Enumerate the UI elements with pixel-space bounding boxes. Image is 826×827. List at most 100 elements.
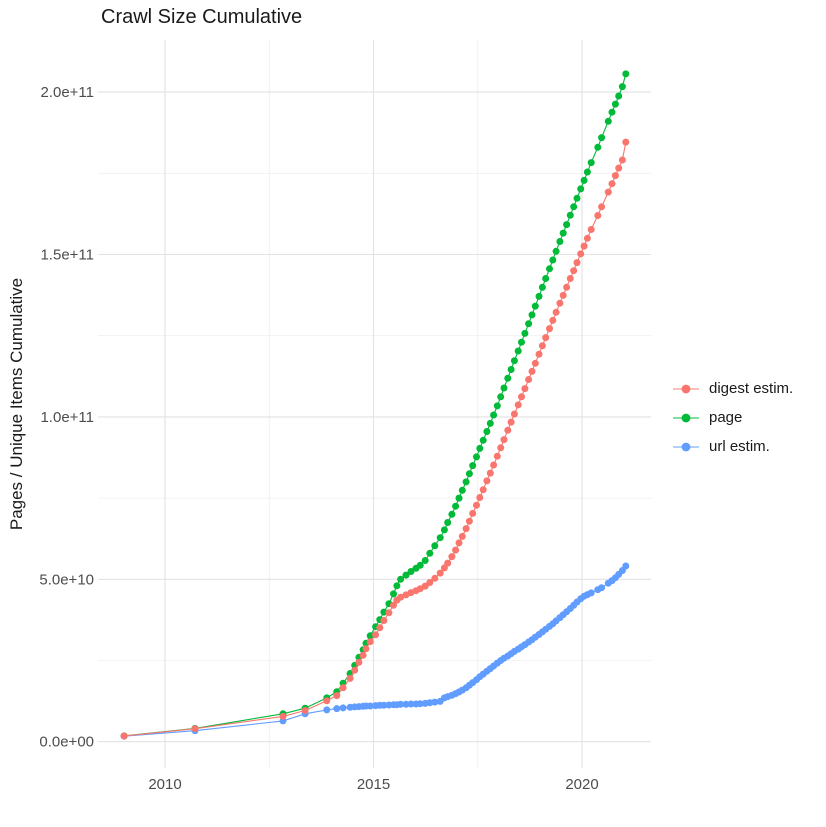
data-point bbox=[366, 702, 374, 710]
data-point bbox=[455, 494, 463, 502]
data-point bbox=[476, 444, 484, 452]
data-point bbox=[566, 211, 574, 219]
data-point bbox=[542, 275, 550, 282]
data-point bbox=[486, 419, 494, 427]
data-point bbox=[490, 411, 498, 419]
data-point bbox=[521, 329, 529, 337]
data-point bbox=[493, 452, 501, 460]
y-tick-label: 2.0e+11 bbox=[40, 84, 94, 101]
data-point bbox=[473, 501, 480, 509]
x-tick-label: 2010 bbox=[148, 776, 181, 793]
data-point bbox=[380, 701, 388, 709]
series-url-estim bbox=[120, 562, 630, 740]
data-point bbox=[462, 478, 470, 486]
data-point bbox=[587, 589, 595, 597]
data-point bbox=[436, 534, 444, 542]
data-point bbox=[566, 275, 574, 282]
data-point bbox=[448, 510, 456, 518]
data-point bbox=[618, 156, 626, 164]
data-point bbox=[518, 338, 525, 346]
data-point bbox=[385, 609, 393, 617]
data-point bbox=[500, 436, 508, 444]
x-tick-label: 2020 bbox=[565, 776, 598, 793]
data-point bbox=[393, 582, 401, 590]
data-point bbox=[546, 325, 553, 333]
data-point bbox=[598, 584, 606, 592]
legend-label: url estim. bbox=[709, 438, 770, 455]
data-point bbox=[372, 631, 380, 639]
data-point bbox=[580, 176, 588, 184]
data-point bbox=[528, 311, 536, 319]
data-point bbox=[444, 559, 452, 567]
data-point bbox=[546, 265, 553, 273]
data-point bbox=[521, 385, 529, 393]
data-point bbox=[351, 666, 359, 674]
data-point bbox=[611, 172, 619, 180]
x-tick-label: 2015 bbox=[357, 776, 390, 793]
legend-item-digest-estim: digest estim. bbox=[671, 379, 793, 398]
y-tick-label: 1.0e+11 bbox=[40, 409, 94, 426]
data-point bbox=[431, 542, 439, 550]
data-point bbox=[570, 203, 578, 211]
data-point bbox=[549, 316, 557, 324]
data-point bbox=[462, 525, 470, 533]
data-point bbox=[535, 292, 543, 300]
data-point bbox=[465, 517, 473, 525]
data-point bbox=[552, 308, 560, 316]
data-point bbox=[426, 579, 434, 586]
data-point bbox=[362, 645, 370, 653]
data-point bbox=[407, 700, 415, 708]
data-point bbox=[615, 92, 623, 100]
y-tick-label: 5.0e+10 bbox=[39, 571, 94, 588]
data-point bbox=[587, 226, 595, 233]
data-point bbox=[469, 509, 477, 517]
data-point bbox=[444, 519, 452, 526]
data-point bbox=[608, 108, 616, 116]
data-point bbox=[397, 593, 405, 601]
gridlines-minor bbox=[98, 40, 651, 768]
data-point bbox=[380, 617, 388, 624]
legend-key-line-dot-icon bbox=[673, 384, 699, 393]
data-point bbox=[563, 283, 571, 291]
legend-label: page bbox=[709, 409, 743, 426]
data-point bbox=[549, 256, 557, 264]
data-point bbox=[598, 134, 606, 142]
data-point bbox=[556, 238, 564, 245]
data-point bbox=[440, 526, 448, 534]
data-point bbox=[436, 569, 444, 577]
gridlines-major bbox=[98, 40, 651, 768]
data-point bbox=[397, 575, 405, 583]
data-point bbox=[510, 410, 518, 418]
y-tick-label: 0.0e+00 bbox=[39, 734, 94, 751]
data-point bbox=[323, 706, 331, 714]
data-point bbox=[333, 705, 341, 713]
data-point bbox=[486, 469, 494, 477]
data-point bbox=[535, 350, 543, 358]
data-point bbox=[120, 732, 128, 740]
data-point bbox=[346, 674, 354, 682]
data-point bbox=[556, 299, 564, 307]
series-line bbox=[124, 565, 627, 737]
data-point bbox=[416, 700, 424, 708]
data-point bbox=[339, 684, 347, 692]
data-point bbox=[594, 143, 602, 151]
data-point bbox=[390, 590, 397, 598]
data-point bbox=[355, 658, 363, 666]
data-point bbox=[490, 461, 498, 469]
legend-label: digest estim. bbox=[709, 380, 794, 397]
data-point bbox=[573, 259, 581, 267]
data-point bbox=[577, 250, 585, 258]
series-digest-estim bbox=[120, 138, 630, 740]
data-point bbox=[421, 557, 429, 564]
data-point bbox=[465, 470, 473, 478]
data-point bbox=[528, 367, 536, 375]
y-axis-title: Pages / Unique Items Cumulative bbox=[7, 277, 26, 531]
data-point bbox=[583, 168, 591, 176]
data-point bbox=[339, 704, 347, 712]
data-point bbox=[407, 568, 415, 575]
data-point bbox=[525, 376, 533, 383]
data-point bbox=[497, 393, 505, 401]
legend: digest estim. page url estim. bbox=[671, 379, 793, 456]
